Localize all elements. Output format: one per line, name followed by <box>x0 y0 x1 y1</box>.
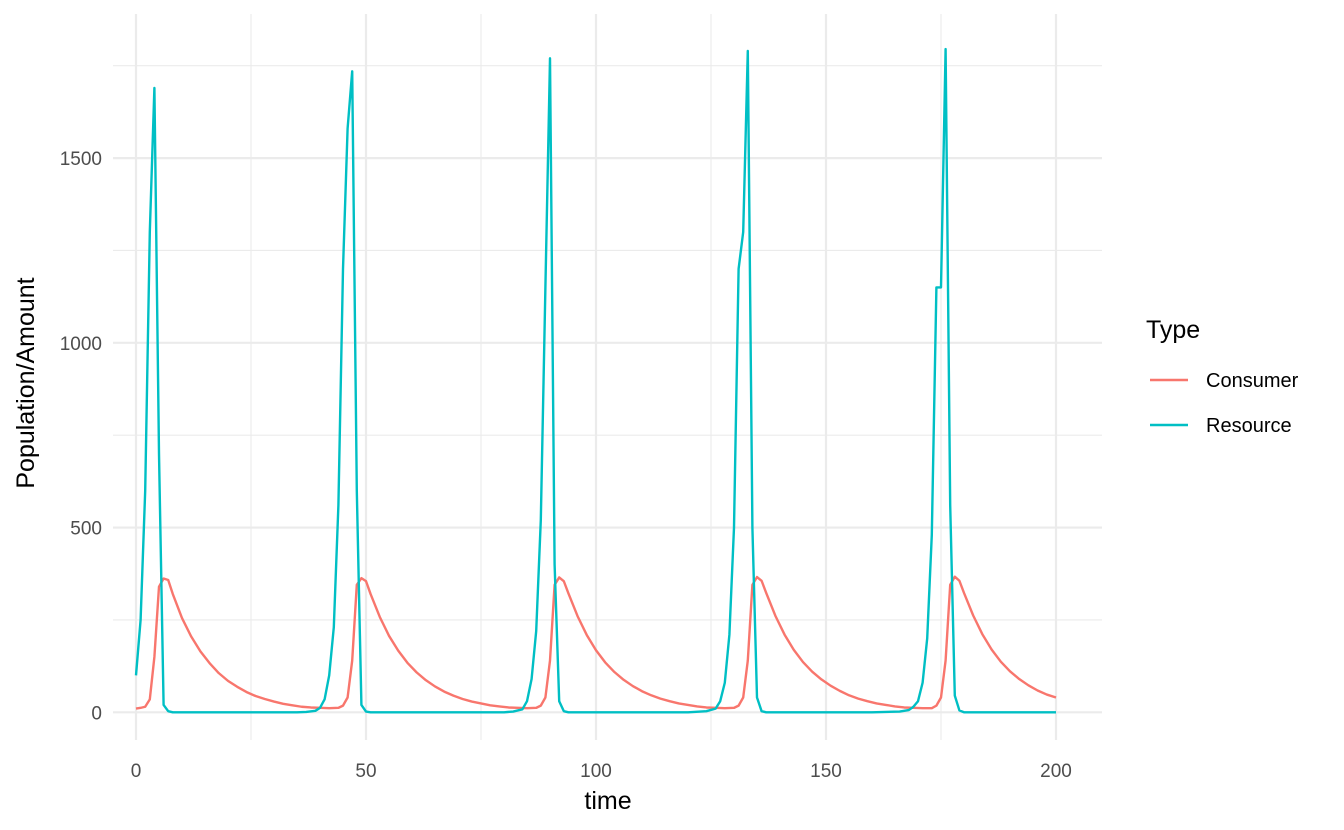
x-axis-title: time <box>584 787 631 815</box>
legend-label-consumer: Consumer <box>1206 370 1299 392</box>
y-tick-label: 500 <box>70 519 102 540</box>
x-tick-label: 50 <box>355 761 376 782</box>
series-line-consumer <box>135 575 1057 710</box>
x-tick-label: 100 <box>580 761 612 782</box>
series-line-resource <box>134 47 1056 714</box>
legend: Type Consumer Resource <box>1146 316 1299 437</box>
y-tick-label: 1500 <box>60 149 102 170</box>
y-tick-label: 0 <box>91 703 102 724</box>
y-axis-ticks: 0 500 1000 1500 <box>60 149 102 724</box>
series-lines <box>134 47 1057 714</box>
x-tick-label: 0 <box>131 761 142 782</box>
legend-title: Type <box>1146 316 1200 344</box>
legend-label-resource: Resource <box>1206 415 1292 437</box>
x-tick-label: 150 <box>810 761 842 782</box>
x-tick-label: 200 <box>1040 761 1072 782</box>
x-axis-ticks: 0 50 100 150 200 <box>131 761 1072 782</box>
y-tick-label: 1000 <box>60 334 102 355</box>
y-axis-title: Population/Amount <box>12 277 40 488</box>
